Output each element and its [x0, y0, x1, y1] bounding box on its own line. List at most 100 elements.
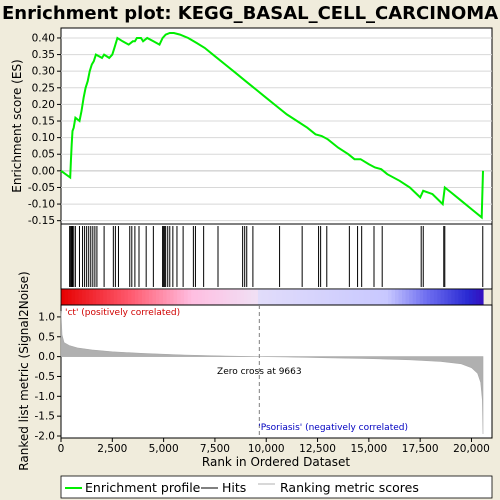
- color-bar-segment: [212, 289, 217, 305]
- color-bar-segment: [96, 289, 101, 305]
- enrichment-y-tick-label: 0.00: [32, 165, 55, 177]
- color-bar-segment: [68, 289, 73, 305]
- color-bar-segment: [338, 289, 343, 305]
- legend: Enrichment profile Hits Ranking metric s…: [60, 475, 493, 499]
- x-axis-label: Rank in Ordered Dataset: [202, 455, 350, 469]
- color-bar-segment: [307, 289, 312, 305]
- color-bar-segment: [148, 289, 154, 305]
- color-bar-segment: [208, 289, 213, 305]
- color-bar-segment: [254, 289, 259, 305]
- color-bar-segment: [356, 289, 361, 305]
- enrichment-y-tick-label: -0.10: [28, 199, 55, 211]
- color-bar-segment: [222, 289, 227, 305]
- color-bar-segment: [229, 289, 234, 305]
- enrichment-y-tick-label: 0.20: [32, 99, 55, 111]
- color-bar-segment: [331, 289, 336, 305]
- color-bar-segment: [219, 289, 224, 305]
- enrichment-y-ticks: -0.15 -0.10 -0.05 0.00 0.05 0.10 0.15 0.20 0.25 0…: [28, 32, 61, 227]
- ranked-metric-y-tick-label: 0.0: [38, 351, 55, 363]
- color-bar-segment: [426, 289, 431, 305]
- x-axis-tick-label: 10,000: [248, 443, 285, 455]
- positive-correlation-label: 'ct' (positively correlated): [65, 308, 180, 318]
- color-bar-segment: [303, 289, 308, 305]
- x-axis-ticks: 0 2,500 5,000 7,500 10,000 12,500 15,000 17,500…: [58, 438, 490, 455]
- color-bar-segment: [236, 289, 241, 305]
- ranked-metric-y-ticks: -2.0 -1.5 -1.0 -0.5 0.0 0.5 1.0: [35, 311, 61, 443]
- color-bar-segment: [465, 289, 470, 305]
- color-bar-segment: [275, 289, 280, 305]
- color-bar-segment: [201, 289, 206, 305]
- color-bar-segment: [328, 289, 333, 305]
- color-bar-segment: [110, 289, 115, 305]
- color-bar-segment: [395, 289, 400, 305]
- color-bar-segment: [145, 289, 150, 305]
- color-bar-segment: [289, 289, 294, 305]
- color-bar-segment: [215, 289, 220, 305]
- ranked-metric-panel: [60, 304, 493, 439]
- color-bar-segment: [447, 289, 452, 305]
- color-bar-segment: [170, 289, 175, 305]
- color-bar-segment: [184, 289, 189, 305]
- color-bar-segment: [451, 289, 456, 305]
- color-bar-segment: [127, 289, 132, 305]
- color-bar-segment: [264, 289, 270, 305]
- color-bar-segment: [89, 289, 94, 305]
- color-bar-segment: [103, 289, 108, 305]
- color-bar-segment: [300, 289, 305, 305]
- x-axis-tick-label: 17,500: [402, 443, 439, 455]
- chart-title: Enrichment plot: KEGG_BASAL_CELL_CARCINO…: [2, 3, 498, 24]
- color-bar-segment: [416, 289, 421, 305]
- color-bar-segment: [409, 289, 414, 305]
- legend-enrichment-label: Enrichment profile: [85, 480, 201, 495]
- ranked-metric-y-tick-label: -2.0: [35, 431, 56, 443]
- color-bar-segment: [363, 289, 368, 305]
- color-bar-segment: [198, 289, 203, 305]
- color-bar-segment: [370, 289, 375, 305]
- color-bar-segment: [317, 289, 322, 305]
- color-bar-segment: [479, 289, 484, 305]
- color-bar-segment: [454, 289, 459, 305]
- color-bar-segment: [359, 289, 365, 305]
- color-bar-segment: [82, 289, 87, 305]
- color-bar-segment: [335, 289, 340, 305]
- color-bar-segment: [458, 289, 463, 305]
- enrichment-y-tick-label: 0.35: [32, 49, 55, 61]
- color-bar-segment: [461, 289, 466, 305]
- color-bar-segment: [437, 289, 442, 305]
- color-bar-segment: [342, 289, 347, 305]
- legend-hits-label: Hits: [222, 480, 246, 495]
- color-bar-segment: [243, 289, 248, 305]
- color-bar-segment: [352, 289, 357, 305]
- x-axis-tick-label: 12,500: [299, 443, 336, 455]
- color-bar-segment: [61, 289, 66, 305]
- color-bar-segment: [180, 289, 185, 305]
- ranked-metric-y-tick-label: -1.0: [35, 391, 56, 403]
- color-bar-segment: [85, 289, 90, 305]
- color-bar-segment: [166, 289, 171, 305]
- legend-metric-label: Ranking metric scores: [280, 480, 419, 495]
- color-bar-segment: [191, 289, 196, 305]
- enrichment-gridlines: [61, 37, 492, 222]
- color-bar-segment: [124, 289, 129, 305]
- ranking-metric-area: [60, 310, 484, 435]
- ranked-metric-y-axis-label: Ranked list metric (Signal2Noise): [17, 271, 31, 470]
- color-bar-segment: [138, 289, 143, 305]
- color-bar-segment: [366, 289, 372, 305]
- color-bar-segment: [162, 289, 168, 305]
- enrichment-y-tick-label: 0.15: [32, 116, 55, 128]
- color-bar-segment: [286, 289, 291, 305]
- negative-correlation-label: 'Psoriasis' (negatively correlated): [258, 423, 408, 433]
- ranked-metric-y-tick-label: 1.0: [38, 311, 55, 323]
- color-bar-segment: [187, 289, 192, 305]
- enrichment-y-tick-label: 0.05: [32, 149, 55, 161]
- hits-panel: [60, 223, 493, 290]
- x-axis-tick-label: 2,500: [97, 443, 127, 455]
- color-bar-segment: [155, 289, 161, 305]
- enrichment-y-tick-label: 0.25: [32, 82, 55, 94]
- color-bar-segment: [141, 289, 146, 305]
- ranking-color-bar: [60, 288, 493, 306]
- color-bar-segment: [310, 289, 315, 305]
- color-bar-segment: [134, 289, 139, 305]
- ranked-metric-y-tick-label: -1.5: [35, 411, 56, 423]
